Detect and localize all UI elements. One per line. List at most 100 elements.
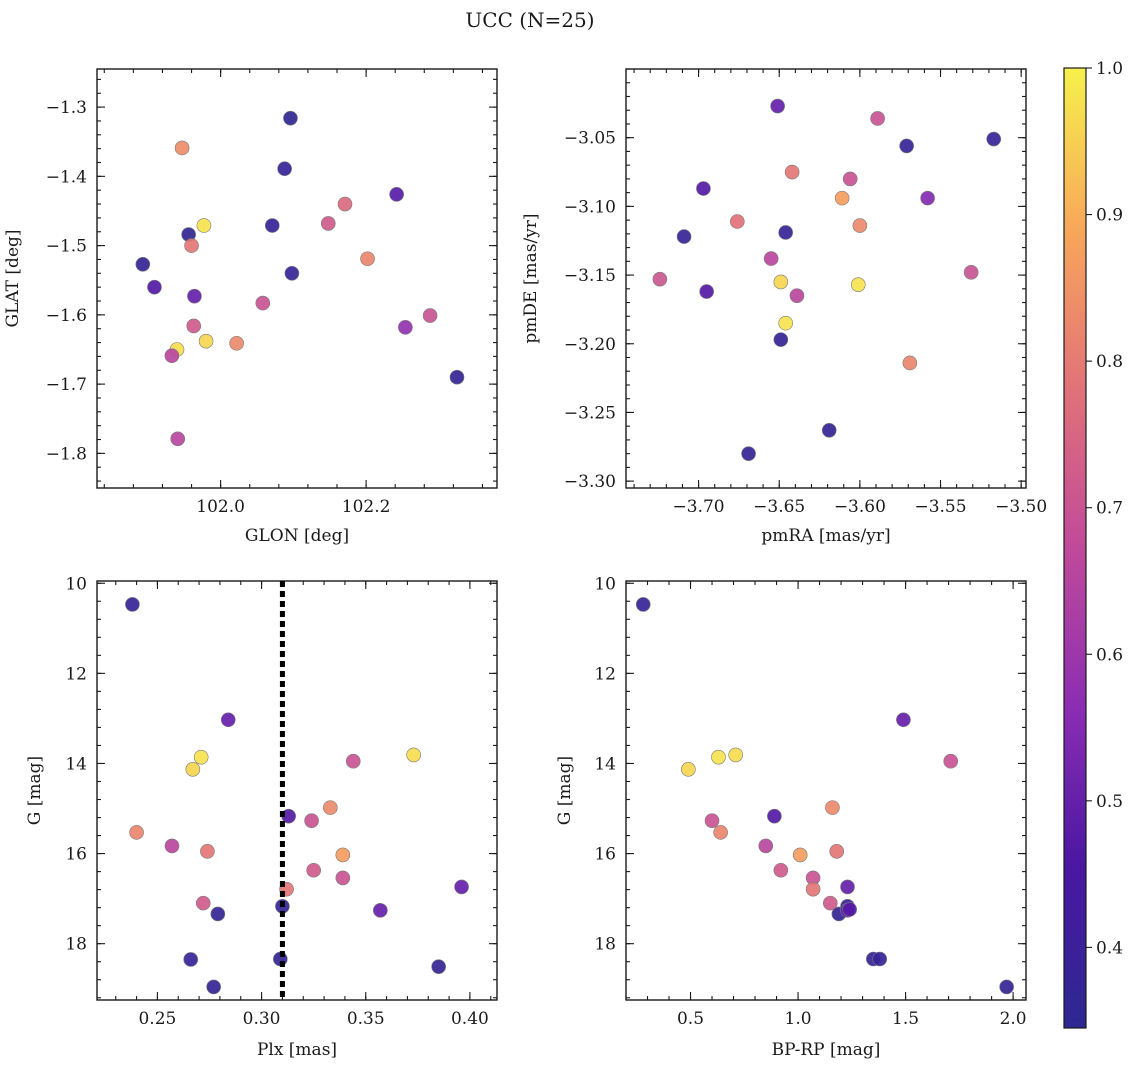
data-point (792, 847, 808, 863)
data-point (681, 762, 696, 777)
y-tick-label: 18 (594, 935, 616, 955)
data-point (220, 712, 236, 728)
y-tick-label: −1.4 (46, 167, 87, 187)
x-tick-label: −3.70 (673, 497, 725, 517)
x-tick-label: 1.5 (892, 1009, 919, 1029)
data-point (210, 906, 226, 922)
data-point (741, 446, 756, 461)
data-point (899, 138, 914, 154)
data-point (840, 879, 855, 895)
colorbar-tick-label: 1.0 (1096, 59, 1123, 79)
data-point (773, 274, 789, 290)
data-point (183, 952, 199, 967)
x-tick-label: 102.2 (342, 497, 391, 517)
data-point (829, 844, 845, 859)
data-point (850, 277, 866, 292)
y-tick-label: −3.05 (564, 129, 616, 149)
data-point (842, 902, 857, 917)
data-point (704, 813, 720, 828)
y-tick-label: −3.30 (564, 472, 616, 492)
data-point (323, 800, 338, 815)
data-point (872, 951, 888, 967)
x-tick-label: 0.25 (138, 1009, 176, 1029)
x-tick-label: 0.30 (243, 1009, 281, 1029)
data-point (170, 431, 186, 447)
colorbar-tick-label: 0.4 (1096, 938, 1123, 958)
data-point (920, 190, 935, 206)
data-point (449, 369, 465, 385)
data-point (345, 753, 361, 769)
axes-frame (96, 580, 498, 1001)
data-point (164, 348, 180, 364)
data-point (778, 225, 793, 240)
y-tick-label: −1.3 (46, 98, 87, 118)
y-tick-label: −3.10 (564, 197, 616, 217)
data-point (195, 895, 211, 911)
colorbar-tick-label: 0.9 (1096, 206, 1123, 226)
x-tick-label: −3.60 (834, 497, 886, 517)
colorbar-gradient (1063, 67, 1087, 1029)
data-point (304, 813, 319, 828)
axes-frame (625, 68, 1027, 489)
y-axis-label: pmDE [mas/yr] (521, 213, 541, 343)
data-point (255, 295, 271, 311)
panel-glon-glat: 102.0 102.2 −1.3 −1.4 −1.5 −1.6 −1.7 −1.8 GLON [… (3, 68, 498, 546)
data-point (373, 903, 388, 918)
y-tick-label: 10 (65, 574, 87, 594)
data-point (187, 288, 202, 304)
data-point (784, 164, 800, 180)
data-point (943, 753, 959, 769)
data-point (193, 749, 209, 765)
data-point (398, 320, 413, 335)
colorbar-tick-label: 0.5 (1096, 792, 1123, 812)
data-point (277, 161, 292, 177)
data-point (320, 216, 336, 231)
data-point (823, 895, 838, 911)
data-point (821, 423, 837, 438)
axes-frame (96, 68, 498, 489)
data-point (699, 284, 714, 299)
x-axis-label: GLON [deg] (245, 526, 349, 546)
data-point (896, 712, 911, 728)
data-point (229, 335, 244, 351)
data-point (335, 870, 351, 886)
colorbar-tick-label: 0.7 (1096, 499, 1123, 519)
data-point (335, 847, 351, 863)
x-tick-label: 0.5 (677, 1009, 704, 1029)
y-tick-label: 18 (65, 935, 87, 955)
data-point (789, 288, 805, 303)
data-point (135, 257, 151, 272)
data-point (389, 187, 404, 202)
data-point (773, 862, 789, 878)
data-point (778, 315, 793, 331)
data-point (986, 131, 1002, 147)
data-point (963, 265, 979, 280)
y-tick-label: −3.25 (564, 403, 616, 423)
data-point (773, 332, 789, 347)
y-axis-label: G [mag] (555, 756, 575, 825)
data-point (676, 229, 692, 244)
figure-title: UCC (N=25) (465, 8, 594, 32)
y-tick-label: 12 (65, 664, 87, 684)
data-point (763, 251, 779, 266)
data-point (870, 111, 885, 126)
data-point (306, 862, 321, 878)
data-point (805, 881, 821, 897)
x-tick-label: 0.40 (451, 1009, 489, 1029)
y-tick-label: −1.5 (46, 237, 87, 257)
y-tick-label: 14 (65, 754, 87, 774)
x-tick-label: 2.0 (1000, 1009, 1027, 1029)
y-tick-label: 16 (65, 845, 87, 865)
y-axis-label: GLAT [deg] (3, 229, 23, 327)
data-point (454, 879, 469, 895)
data-point (635, 597, 651, 612)
data-point (184, 238, 199, 253)
data-point (728, 747, 743, 763)
data-point (186, 318, 202, 334)
data-point (431, 959, 446, 974)
data-point (696, 181, 711, 196)
data-point (652, 271, 668, 287)
data-point (206, 979, 221, 995)
data-point (196, 218, 212, 233)
y-tick-label: 12 (594, 664, 616, 684)
